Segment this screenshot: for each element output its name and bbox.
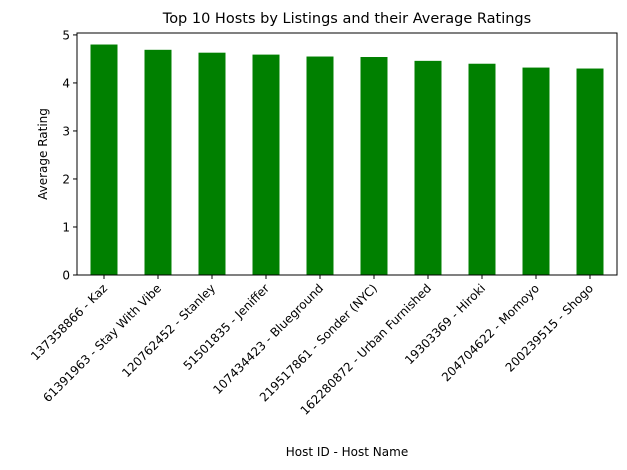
y-tick-label: 1 xyxy=(62,220,70,234)
bar xyxy=(144,49,172,275)
x-tick-label: 107434423 - Blueground xyxy=(210,281,326,397)
x-tick-label: 200239515 - Shogo xyxy=(503,281,596,374)
y-axis-label: Average Rating xyxy=(36,108,50,200)
y-tick-label: 5 xyxy=(62,28,70,42)
bar xyxy=(576,68,604,276)
x-tick-label: 204704622 - Momoyo xyxy=(439,281,542,384)
y-tick-label: 2 xyxy=(62,172,70,186)
chart-title: Top 10 Hosts by Listings and their Avera… xyxy=(162,11,531,27)
x-axis-label: Host ID - Host Name xyxy=(286,445,408,459)
bar xyxy=(468,63,496,275)
y-tick-label: 4 xyxy=(62,76,70,90)
x-tick-label: 120762452 - Stanley xyxy=(119,281,218,380)
y-tick-label: 3 xyxy=(62,124,70,138)
plot-frame xyxy=(76,32,618,276)
bar xyxy=(360,57,388,276)
bars xyxy=(90,44,604,276)
y-tick-label: 0 xyxy=(62,269,70,283)
bar xyxy=(198,52,226,275)
bar xyxy=(414,60,442,275)
bar xyxy=(522,67,550,275)
bar xyxy=(252,54,280,275)
y-axis-ticks: 0 1 2 3 4 5 xyxy=(62,28,77,283)
bar xyxy=(306,56,334,276)
bar xyxy=(90,44,118,276)
